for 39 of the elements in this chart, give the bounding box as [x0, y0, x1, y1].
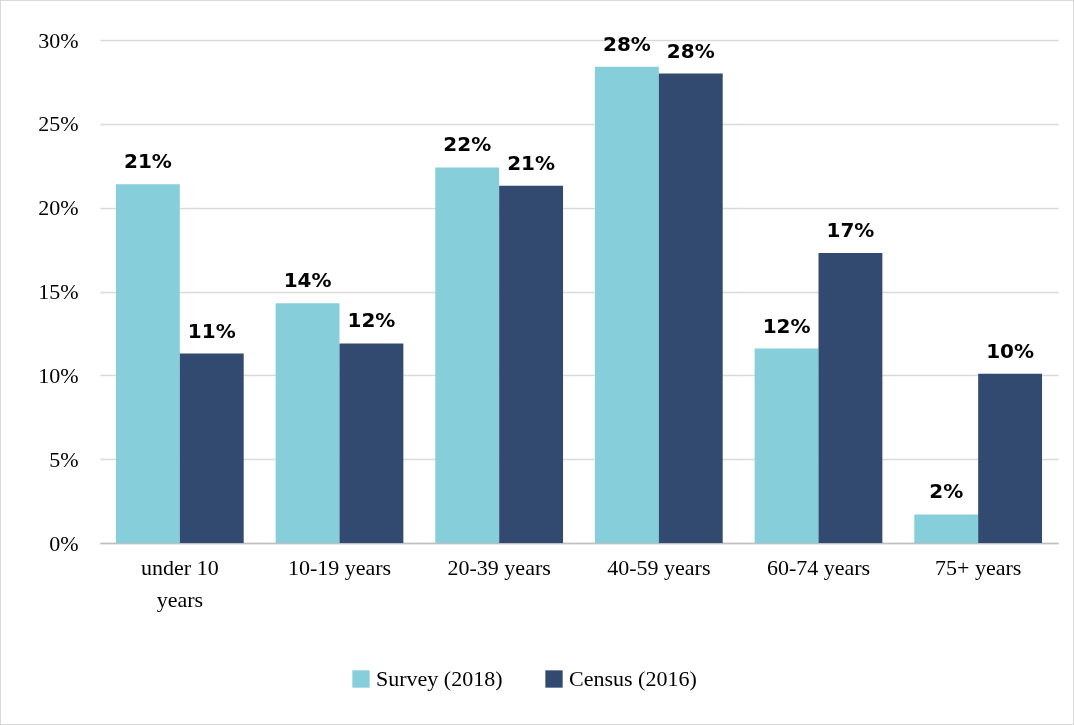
bar: [115, 184, 180, 543]
x-tick-label: 20-39 years: [447, 554, 551, 580]
x-tick-label: under 10 years: [141, 554, 219, 612]
bar: [499, 185, 564, 543]
data-label: 14%: [283, 268, 332, 293]
y-tick-label: 10%: [38, 362, 79, 388]
bar: [658, 73, 723, 543]
bar: [594, 66, 659, 543]
y-tick-label: 30%: [38, 27, 79, 53]
data-label: 11%: [187, 318, 236, 343]
y-tick-label: 5%: [49, 446, 79, 472]
x-tick-label: 40-59 years: [607, 554, 711, 580]
data-label: 12%: [347, 308, 396, 333]
x-tick-label: 60-74 years: [766, 554, 871, 580]
data-label: 22%: [443, 132, 492, 157]
bar: [179, 353, 244, 543]
data-label: 12%: [762, 313, 811, 338]
y-tick-label: 0%: [49, 530, 79, 556]
data-label: 2%: [929, 479, 964, 504]
legend-label: Survey (2018): [376, 666, 503, 691]
bar: [754, 348, 819, 543]
data-label: 28%: [602, 31, 651, 56]
bar: [435, 167, 500, 543]
x-tick-label: 10-19 years: [287, 554, 392, 580]
legend-label: Census (2016): [569, 666, 697, 691]
y-tick-label: 20%: [38, 195, 79, 221]
data-label: 21%: [507, 150, 556, 175]
data-label: 10%: [986, 338, 1035, 363]
y-tick-label: 15%: [38, 279, 79, 304]
y-tick-label: 25%: [38, 111, 79, 137]
x-tick-label: 75+ years: [935, 554, 1022, 580]
data-label: 28%: [666, 38, 715, 63]
data-label: 21%: [123, 149, 172, 174]
bar: [914, 514, 979, 543]
bar: [978, 373, 1043, 543]
data-label: 17%: [826, 217, 875, 242]
bar: [275, 303, 340, 543]
bar: [818, 252, 883, 543]
bar: [339, 343, 404, 543]
